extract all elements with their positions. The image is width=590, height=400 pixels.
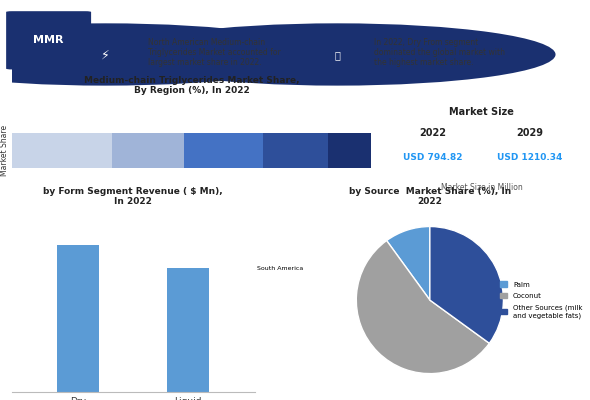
Wedge shape [356, 240, 489, 374]
Text: Market Size in Million: Market Size in Million [441, 184, 522, 192]
Wedge shape [430, 226, 503, 343]
Text: USD 1210.34: USD 1210.34 [497, 152, 562, 162]
Text: In 2022, Dry From segment
dominated the global market with
the highest market sh: In 2022, Dry From segment dominated the … [374, 38, 505, 67]
Text: Market Size: Market Size [449, 107, 514, 117]
Title: Medium-chain Triglycerides Market Share,
By Region (%), In 2022: Medium-chain Triglycerides Market Share,… [84, 76, 299, 96]
Bar [184, 133, 263, 168]
Text: MMR: MMR [34, 35, 64, 45]
Y-axis label: Market Share: Market Share [0, 125, 9, 176]
Bar [57, 245, 99, 392]
Text: 2022: 2022 [419, 128, 447, 138]
FancyBboxPatch shape [6, 11, 91, 70]
Text: 🔥: 🔥 [335, 50, 340, 60]
Wedge shape [386, 226, 430, 300]
Text: ⚡: ⚡ [101, 48, 110, 61]
Bar [112, 133, 184, 168]
Bar [12, 133, 112, 168]
Title: by Source  Market Share (%), In
2022: by Source Market Share (%), In 2022 [349, 186, 511, 206]
Legend: Palm, Coconut, Other Sources (milk
and vegetable fats): Palm, Coconut, Other Sources (milk and v… [498, 279, 585, 322]
Bar [263, 133, 328, 168]
Legend: North America, Europe, APAC, ME&A, South America: North America, Europe, APAC, ME&A, South… [77, 262, 306, 273]
Text: USD 794.82: USD 794.82 [404, 152, 463, 162]
Text: North American Medium-chain
Triglycerides Market accounted for
largest market sh: North American Medium-chain Triglyceride… [148, 38, 280, 67]
Text: 2029: 2029 [516, 128, 543, 138]
FancyBboxPatch shape [119, 23, 556, 86]
FancyBboxPatch shape [0, 23, 323, 86]
Bar [328, 133, 371, 168]
Title: by Form Segment Revenue ( $ Mn),
In 2022: by Form Segment Revenue ( $ Mn), In 2022 [43, 186, 223, 206]
Bar [168, 268, 209, 392]
